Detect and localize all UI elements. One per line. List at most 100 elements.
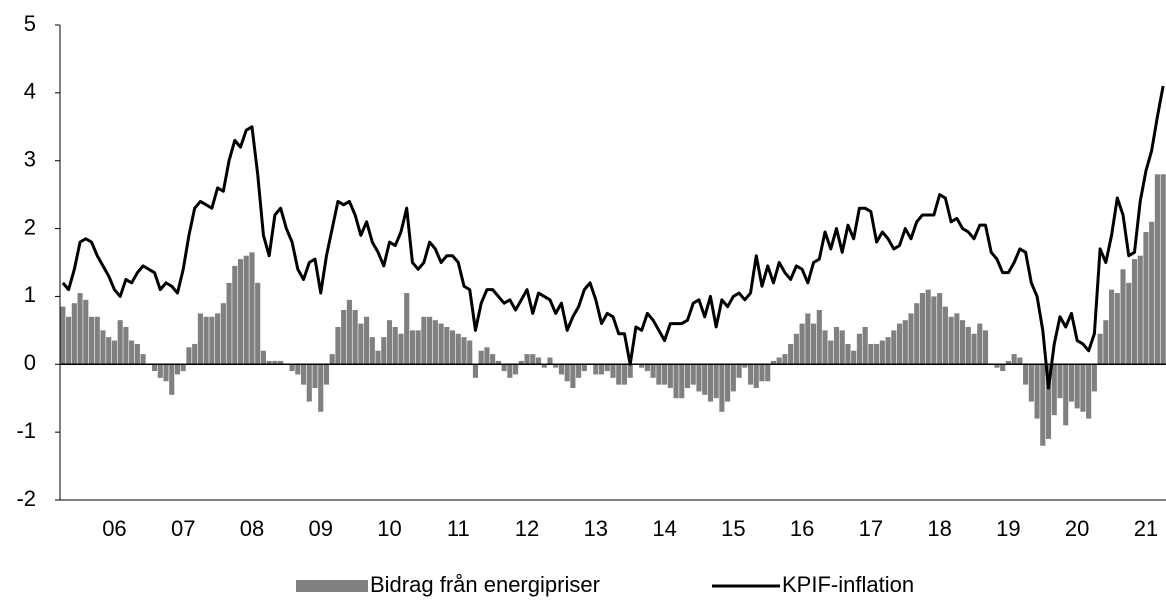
bar — [323, 364, 330, 385]
bar — [306, 364, 312, 402]
bar — [490, 354, 496, 365]
bar — [902, 320, 908, 365]
bar — [260, 350, 267, 365]
bar — [805, 313, 811, 365]
bar — [759, 364, 765, 382]
bar — [329, 354, 335, 365]
bar — [690, 364, 696, 385]
bar — [1080, 364, 1086, 412]
bar — [627, 364, 633, 378]
bar — [129, 340, 135, 365]
bar — [937, 293, 943, 365]
bar — [977, 323, 983, 365]
bar — [461, 337, 467, 365]
x-tick-label: 15 — [721, 516, 745, 541]
bar — [1120, 269, 1126, 365]
bar — [94, 316, 100, 365]
bar — [851, 350, 857, 365]
bar — [1097, 333, 1103, 365]
bar — [971, 333, 977, 365]
bar — [541, 364, 547, 368]
bar — [278, 360, 284, 365]
bar — [730, 364, 736, 392]
bar — [776, 357, 782, 365]
bar — [83, 299, 89, 365]
bar — [352, 310, 358, 365]
bar — [816, 310, 822, 365]
bar — [226, 282, 232, 365]
bar — [598, 364, 605, 375]
bar — [392, 326, 398, 365]
bar — [501, 364, 507, 372]
bar — [215, 313, 221, 365]
bar — [134, 343, 140, 365]
y-tick-label: 0 — [24, 350, 36, 375]
bar — [197, 313, 203, 365]
bar — [106, 337, 112, 365]
bar — [885, 337, 891, 365]
bar — [169, 364, 175, 395]
bar — [386, 320, 393, 365]
bar — [524, 354, 530, 365]
bar — [725, 364, 731, 402]
bar — [662, 364, 668, 385]
bar — [1040, 364, 1046, 446]
bar — [713, 364, 719, 399]
bar — [747, 364, 754, 385]
bar — [220, 303, 226, 365]
bar — [507, 364, 513, 378]
bar — [60, 306, 66, 365]
bar — [914, 303, 920, 365]
bar — [765, 364, 771, 382]
bar — [174, 364, 181, 375]
bar — [839, 330, 845, 365]
bar — [925, 289, 931, 365]
bar — [444, 326, 450, 365]
bar — [77, 293, 83, 365]
bar — [845, 343, 851, 365]
bar — [518, 360, 524, 365]
bar — [192, 343, 198, 365]
bar — [581, 364, 587, 372]
bar — [593, 364, 599, 375]
bar — [753, 364, 759, 389]
y-tick-label: 5 — [24, 11, 36, 36]
bar — [558, 364, 564, 375]
bar — [564, 364, 570, 382]
bar — [415, 330, 421, 365]
bar — [409, 330, 415, 365]
bar — [959, 320, 966, 365]
bar — [117, 320, 123, 365]
bar — [799, 323, 805, 365]
bar — [862, 326, 868, 365]
bar — [209, 316, 215, 365]
bar — [266, 360, 272, 365]
bar — [186, 347, 192, 365]
bar — [535, 357, 542, 365]
bar — [811, 323, 817, 365]
bar — [467, 340, 473, 365]
bar — [398, 333, 404, 365]
x-tick-label: 21 — [1134, 516, 1158, 541]
bar — [1005, 360, 1011, 365]
bar — [1028, 364, 1034, 402]
bar — [656, 364, 662, 385]
bar — [1091, 364, 1097, 392]
bar — [879, 340, 885, 365]
bar — [553, 364, 559, 368]
bar — [180, 364, 186, 372]
bar — [793, 333, 799, 365]
bar — [788, 343, 794, 365]
bar — [369, 337, 375, 365]
bar — [1000, 364, 1006, 372]
bar — [1063, 364, 1069, 426]
bar — [610, 364, 616, 378]
x-tick-label: 13 — [584, 516, 608, 541]
bar — [604, 364, 610, 372]
bar — [1137, 255, 1143, 365]
bar — [942, 306, 948, 365]
y-tick-label: 4 — [24, 79, 36, 104]
x-tick-label: 07 — [171, 516, 195, 541]
bar — [770, 360, 777, 365]
bar — [1017, 357, 1023, 365]
